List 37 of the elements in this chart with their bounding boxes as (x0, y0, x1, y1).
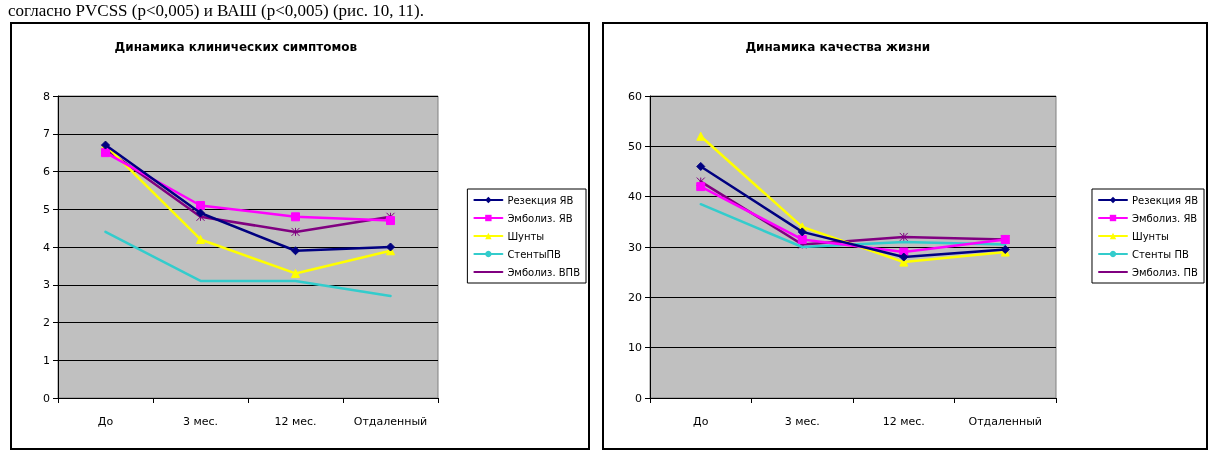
legend-label: Резекция ЯВ (507, 194, 574, 206)
x-tick-label: 3 мес. (784, 415, 820, 428)
legend-label: Эмболиз. ПВ (1132, 266, 1198, 278)
y-tick-label: 0 (635, 391, 642, 405)
y-tick-label: 8 (43, 89, 50, 103)
y-tick-label: 5 (43, 202, 50, 216)
y-tick-label: 50 (628, 139, 642, 153)
legend-label: Эмболиз. ЯВ (507, 212, 573, 224)
legend-label: СтентыПВ (507, 248, 562, 260)
x-tick-label: Отдаленный (353, 415, 428, 428)
legend-label: Эмболиз. ВПВ (507, 266, 581, 278)
y-tick-label: 4 (43, 240, 50, 254)
legend-label: Эмболиз. ЯВ (1132, 212, 1198, 224)
y-tick-label: 20 (628, 290, 642, 304)
y-tick-label: 30 (628, 240, 642, 254)
legend-label: Шунты (507, 230, 545, 242)
legend-label: Резекция ЯВ (1132, 194, 1199, 206)
y-tick-label: 1 (43, 353, 50, 367)
chart-title: Динамика качества жизни (745, 40, 931, 54)
x-tick-label: 12 мес. (882, 415, 925, 428)
y-tick-label: 0 (43, 391, 50, 405)
y-tick-label: 60 (628, 89, 642, 103)
y-tick-label: 7 (43, 127, 50, 141)
x-tick-label: 3 мес. (182, 415, 219, 428)
y-tick-label: 10 (628, 341, 642, 355)
y-tick-label: 3 (43, 278, 50, 292)
x-tick-label: До (97, 415, 114, 428)
text: согласно PVCSS (p<0,005) и ВАШ (p<0,005) (рис. 10, 11). (8, 1, 425, 20)
x-tick-label: До (693, 415, 709, 428)
y-tick-label: 2 (43, 316, 50, 329)
x-tick-label: Отдаленный (968, 415, 1042, 428)
legend-label: Шунты (1132, 230, 1169, 242)
x-tick-label: 12 мес. (274, 415, 317, 428)
legend-label: Стенты ПВ (1132, 248, 1189, 260)
y-tick-label: 6 (43, 165, 50, 178)
chart-title: Динамика клинических симптомов (114, 40, 358, 54)
y-tick-label: 40 (628, 190, 642, 204)
